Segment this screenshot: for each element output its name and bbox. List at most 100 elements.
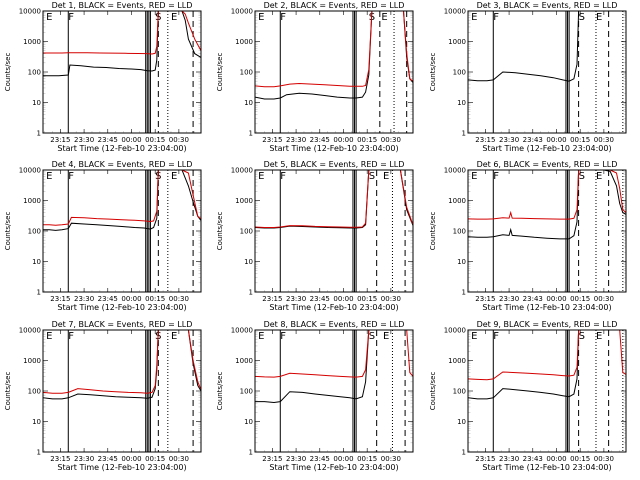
x-axis-label: Start Time (12-Feb-10 23:04:00) <box>269 303 398 312</box>
y-tick-label: 10000 <box>19 327 41 335</box>
y-axis-label: Counts/sec <box>4 372 12 411</box>
panel-title: Det 4, BLACK = Events, RED = LLD <box>52 160 193 169</box>
series-line-events <box>43 330 201 400</box>
annotation-label: E <box>46 12 52 23</box>
x-tick-label: 23:30 <box>74 136 94 144</box>
series-line-events <box>468 11 626 82</box>
y-tick-label: 100 <box>453 388 466 396</box>
annotation-label: F <box>493 171 499 182</box>
annotation-label: E <box>596 331 602 342</box>
annotation-label: E <box>383 331 389 342</box>
plot-frame <box>254 329 414 453</box>
x-tick-label: 00:00 <box>121 136 141 144</box>
y-axis-label: Counts/sec <box>4 53 12 92</box>
plot-frame <box>42 329 202 453</box>
annotation-label: S <box>579 331 585 342</box>
x-tick-label: 00:00 <box>546 136 566 144</box>
x-tick-label: 23:30 <box>499 455 519 463</box>
panel-det-8: Det 8, BLACK = Events, RED = LLD Counts/s… <box>216 320 414 472</box>
plot-frame <box>42 10 202 134</box>
y-axis-label: Counts/sec <box>216 212 224 251</box>
annotation-label: F <box>493 12 499 23</box>
x-tick-label: 00:30 <box>169 455 189 463</box>
x-tick-label: 23:45 <box>98 295 118 303</box>
annotation-label: F <box>280 171 286 182</box>
annotation-label: E <box>471 171 477 182</box>
y-tick-label: 10 <box>457 418 466 426</box>
y-tick-label: 1000 <box>235 38 253 46</box>
x-tick-label: 00:15 <box>145 136 165 144</box>
x-tick-label: 23:15 <box>262 136 282 144</box>
y-tick-label: 1 <box>37 289 41 297</box>
panel-title: Det 8, BLACK = Events, RED = LLD <box>264 320 405 329</box>
x-tick-label: 00:15 <box>145 295 165 303</box>
annotation-label: F <box>68 331 74 342</box>
series-line-events <box>468 170 626 240</box>
x-tick-label: 00:00 <box>333 455 353 463</box>
plot-frame <box>467 329 627 453</box>
panel-det-7: Det 7, BLACK = Events, RED = LLD Counts/s… <box>4 320 202 472</box>
x-tick-label: 23:15 <box>50 455 70 463</box>
x-tick-label: 23:30 <box>74 295 94 303</box>
x-tick-label: 23:15 <box>50 295 70 303</box>
panel-title: Det 9, BLACK = Events, RED = LLD <box>477 320 618 329</box>
x-tick-label: 23:15 <box>50 136 70 144</box>
annotation-label: E <box>171 12 177 23</box>
x-axis-label: Start Time (12-Feb-10 23:04:00) <box>269 144 398 153</box>
series-line-events <box>468 330 626 400</box>
panel-det-4: Det 4, BLACK = Events, RED = LLD Counts/s… <box>4 160 202 312</box>
x-tick-label: 23:45 <box>310 295 330 303</box>
x-tick-label: 00:00 <box>546 455 566 463</box>
x-tick-label: 23:30 <box>499 295 519 303</box>
annotation-label: E <box>381 12 387 23</box>
panel-title: Det 3, BLACK = Events, RED = LLD <box>477 1 618 10</box>
y-axis-label: Counts/sec <box>429 212 437 251</box>
x-tick-label: 00:30 <box>381 455 401 463</box>
panel-det-6: Det 6, BLACK = Events, RED = LLD Counts/s… <box>429 160 627 312</box>
y-tick-label: 100 <box>240 228 253 236</box>
panel-title: Det 2, BLACK = Events, RED = LLD <box>264 1 405 10</box>
y-tick-label: 1000 <box>23 357 41 365</box>
plot-frame <box>467 10 627 134</box>
x-tick-label: 00:00 <box>546 295 566 303</box>
annotation-label: F <box>280 331 286 342</box>
panel-title: Det 5, BLACK = Events, RED = LLD <box>264 160 405 169</box>
series-line-lld <box>255 170 413 228</box>
annotation-label: S <box>369 171 375 182</box>
x-tick-label: 00:30 <box>381 136 401 144</box>
x-tick-label: 00:30 <box>381 295 401 303</box>
y-tick-label: 10000 <box>19 167 41 175</box>
annotation-label: E <box>471 12 477 23</box>
x-tick-label: 23:30 <box>499 136 519 144</box>
y-axis-label: Counts/sec <box>4 212 12 251</box>
x-axis-label: Start Time (12-Feb-10 23:04:00) <box>269 463 398 472</box>
annotation-label: E <box>46 171 52 182</box>
y-tick-label: 10000 <box>444 167 466 175</box>
y-tick-label: 10 <box>244 258 253 266</box>
x-tick-label: 23:15 <box>475 136 495 144</box>
plot-frame <box>42 169 202 293</box>
y-tick-label: 1 <box>249 449 253 457</box>
series-line-lld <box>255 330 413 378</box>
panel-det-1: Det 1, BLACK = Events, RED = LLD Counts/s… <box>4 1 202 153</box>
x-tick-label: 00:00 <box>333 136 353 144</box>
x-tick-label: 00:15 <box>357 455 377 463</box>
x-tick-label: 23:15 <box>475 455 495 463</box>
y-tick-label: 1000 <box>23 197 41 205</box>
y-tick-label: 10 <box>32 418 41 426</box>
y-tick-label: 10 <box>32 258 41 266</box>
panel-title: Det 7, BLACK = Events, RED = LLD <box>52 320 193 329</box>
annotation-label: E <box>46 331 52 342</box>
series-line-events <box>43 11 201 77</box>
y-tick-label: 10 <box>244 418 253 426</box>
annotation-label: E <box>471 331 477 342</box>
y-tick-label: 1 <box>462 130 466 138</box>
y-tick-label: 1000 <box>235 197 253 205</box>
y-tick-label: 10000 <box>231 8 253 16</box>
series-line-events <box>43 170 201 231</box>
x-tick-label: 23:15 <box>475 295 495 303</box>
x-axis-label: Start Time (12-Feb-10 23:04:00) <box>57 144 186 153</box>
x-tick-label: 00:15 <box>145 455 165 463</box>
x-tick-label: 23:15 <box>262 295 282 303</box>
